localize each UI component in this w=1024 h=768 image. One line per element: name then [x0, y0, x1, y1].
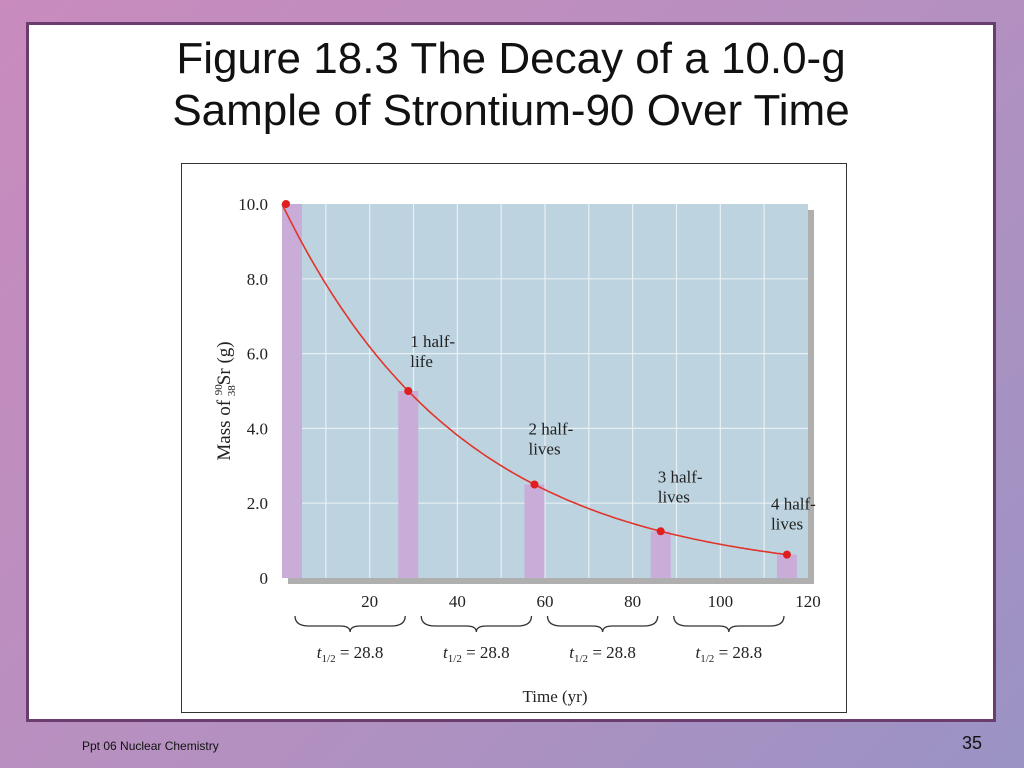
- bar-1: [398, 391, 419, 578]
- slide-title: Figure 18.3 The Decay of a 10.0-g Sample…: [29, 33, 993, 137]
- y-axis-label: Mass of 9038Sr (g): [213, 341, 238, 460]
- y-tick-label: 6.0: [247, 345, 268, 364]
- annotation-3-line-2: lives: [658, 487, 690, 506]
- x-tick-label: 60: [537, 592, 554, 611]
- y-tick-label: 2.0: [247, 494, 268, 513]
- x-tick-label: 80: [624, 592, 641, 611]
- y-tick-label: 0: [260, 569, 269, 588]
- annotation-4-line-1: 4 half-: [771, 495, 816, 514]
- chart-figure: 1 half-life 2 half-lives 3 half-lives 4 hal…: [181, 163, 847, 713]
- x-tick-label: 120: [795, 592, 821, 611]
- footer-course-label: Ppt 06 Nuclear Chemistry: [82, 739, 219, 753]
- annotation-3-line-1: 3 half-: [658, 467, 703, 486]
- data-point-2: [530, 480, 539, 489]
- annotation-1-line-2: life: [410, 352, 433, 371]
- annotation-2-line-1: 2 half-: [528, 420, 573, 439]
- bar-0: [282, 204, 302, 578]
- x-tick-label: 100: [708, 592, 734, 611]
- y-tick-label: 8.0: [247, 270, 268, 289]
- annotation-2-line-2: lives: [528, 440, 560, 459]
- data-point-3: [656, 527, 665, 536]
- annotation-4-line-2: lives: [771, 515, 803, 534]
- bar-3: [650, 531, 671, 578]
- bar-4: [776, 554, 797, 578]
- half-life-label-3: t1/2 = 28.8: [696, 643, 763, 665]
- title-line-1: Figure 18.3 The Decay of a 10.0-g: [176, 34, 846, 83]
- x-tick-label: 20: [361, 592, 378, 611]
- half-life-label-1: t1/2 = 28.8: [443, 643, 510, 665]
- data-point-1: [404, 387, 413, 395]
- x-tick-label: 40: [449, 592, 466, 611]
- slide-frame: Figure 18.3 The Decay of a 10.0-g Sample…: [26, 22, 996, 722]
- title-line-2: Sample of Strontium-90 Over Time: [172, 86, 850, 135]
- data-point-4: [782, 550, 791, 559]
- annotation-1-line-1: 1 half-: [410, 332, 455, 351]
- bar-2: [524, 484, 545, 578]
- half-life-brace-0: [294, 615, 406, 633]
- x-axis-label: Time (yr): [522, 687, 587, 706]
- half-life-brace-3: [673, 615, 785, 633]
- half-life-label-2: t1/2 = 28.8: [569, 643, 636, 665]
- half-life-brace-1: [420, 615, 533, 633]
- data-point-0: [282, 200, 290, 208]
- y-tick-label: 10.0: [238, 195, 268, 214]
- y-tick-label: 4.0: [247, 419, 268, 438]
- half-life-brace-2: [546, 615, 659, 633]
- page-number: 35: [962, 733, 983, 753]
- half-life-label-0: t1/2 = 28.8: [317, 643, 384, 665]
